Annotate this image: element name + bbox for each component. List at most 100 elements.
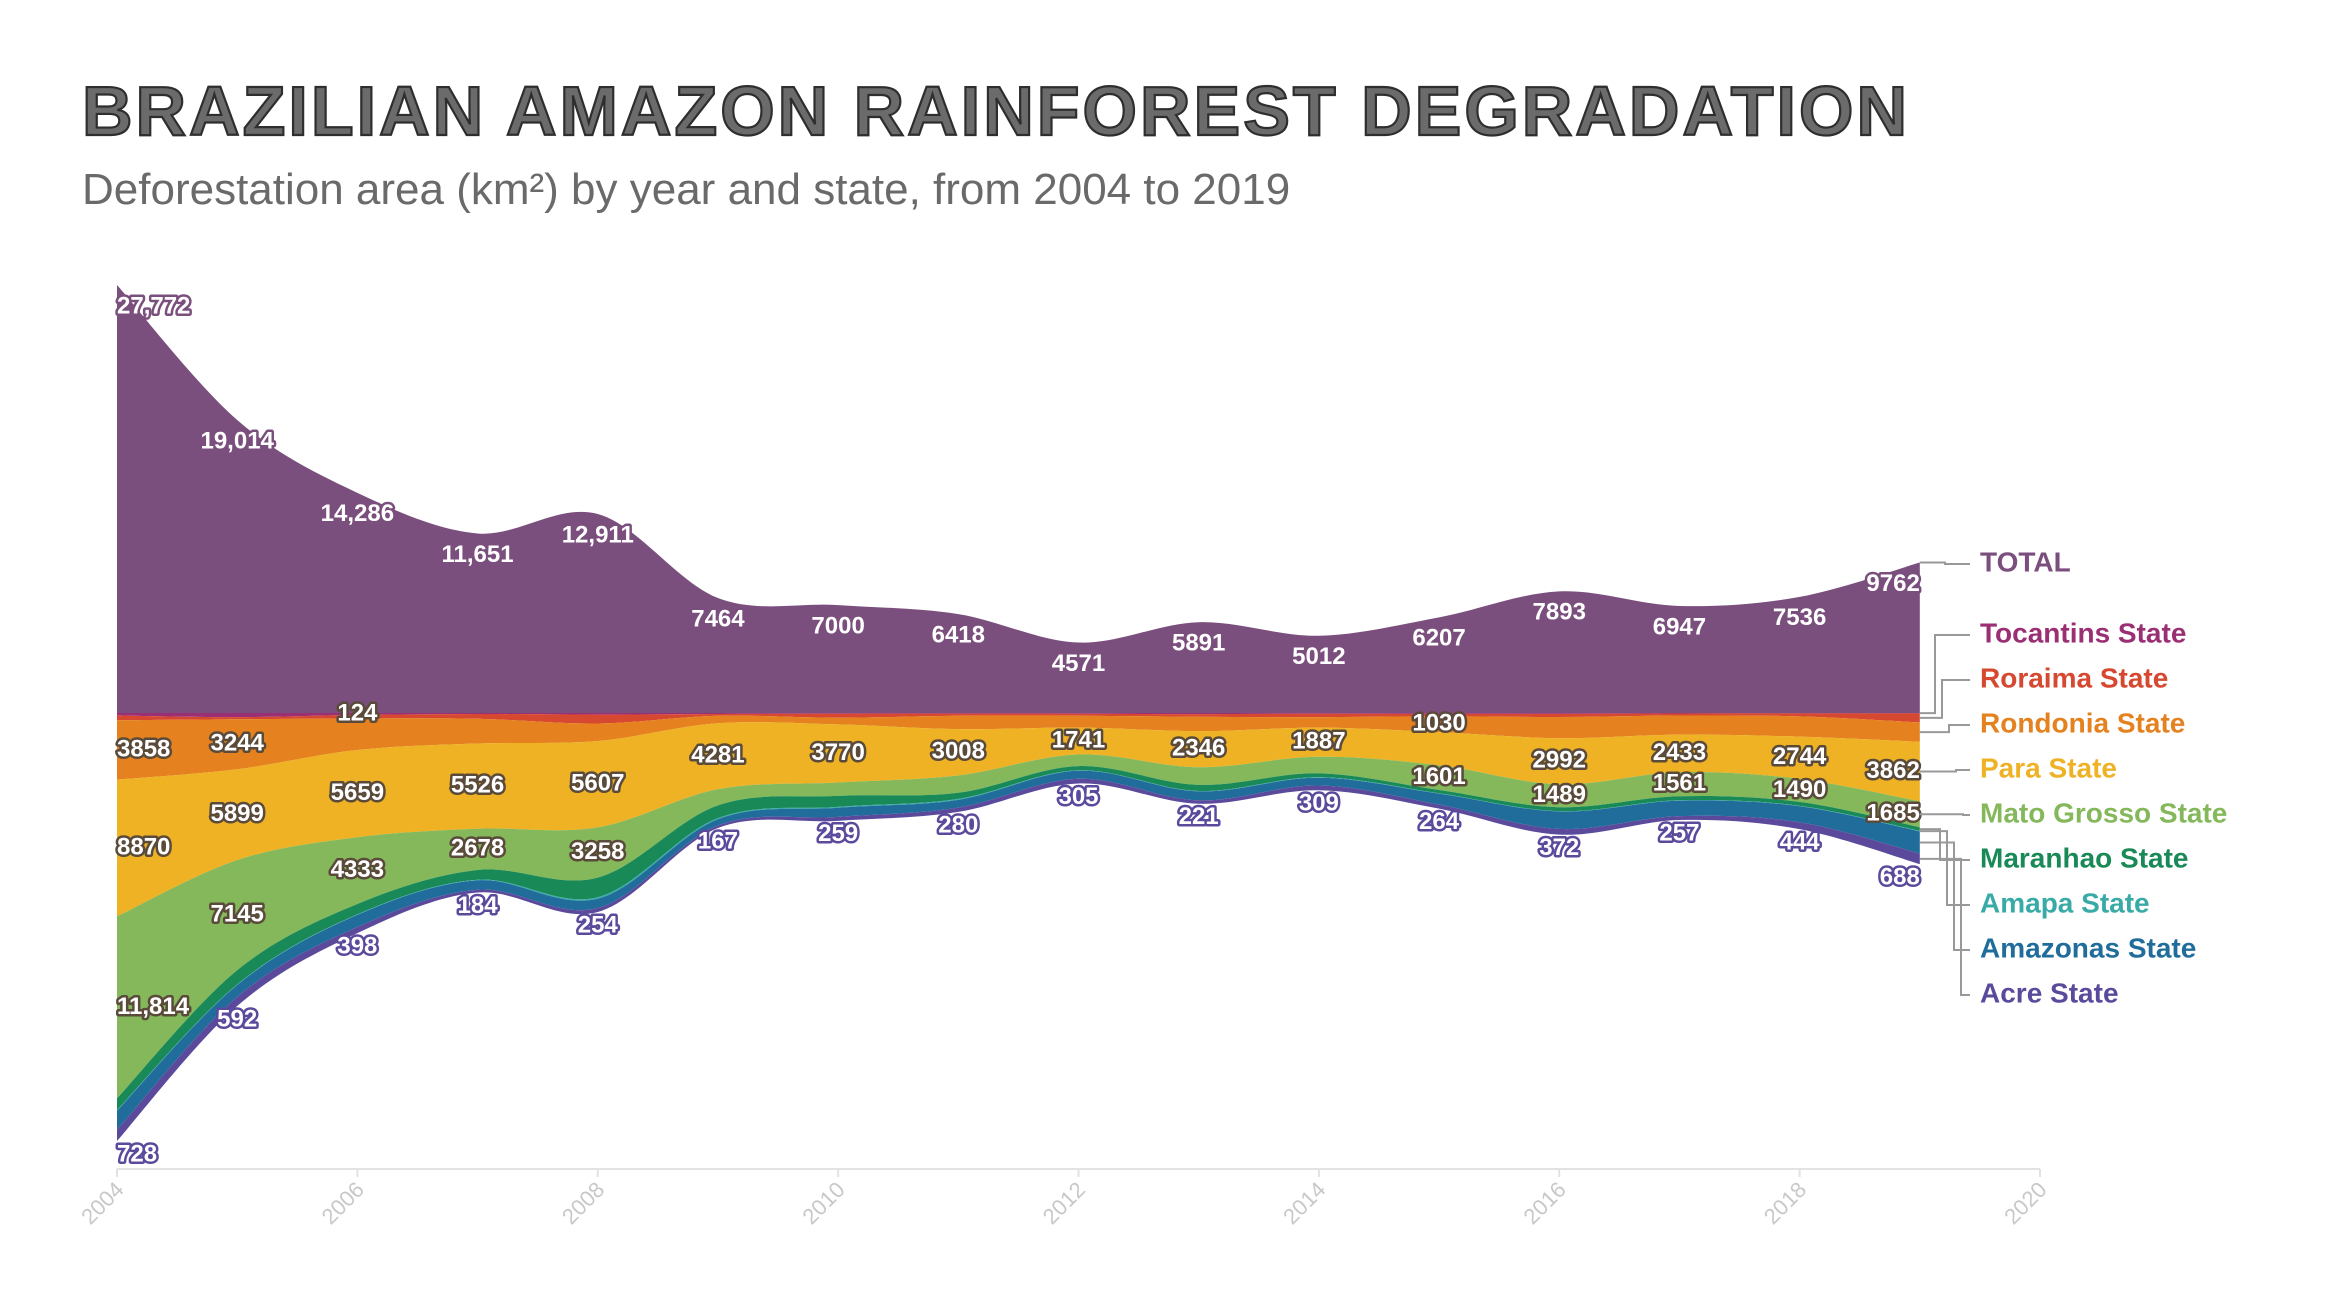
state-area bbox=[117, 766, 1920, 1111]
value-label: 2744 bbox=[1773, 743, 1827, 770]
value-label: 221 bbox=[1179, 803, 1219, 830]
state-area bbox=[117, 713, 1920, 718]
value-label: 12,911 bbox=[562, 521, 634, 548]
chart-title: BRAZILIAN AMAZON RAINFOREST DEGRADATION bbox=[82, 72, 1910, 150]
value-label: 7000 bbox=[811, 612, 864, 639]
value-label: 3858 bbox=[117, 735, 170, 762]
x-tick-label: 2018 bbox=[1759, 1177, 1811, 1229]
legend-label: Mato Grosso State bbox=[1980, 797, 2227, 828]
value-label: 2992 bbox=[1533, 747, 1586, 774]
value-labels: 27,772 19,014 14,286 11,651 12,911 7464 7000 64… bbox=[115, 290, 1923, 1170]
legend-label: TOTAL bbox=[1980, 546, 2071, 577]
legend-connector bbox=[1919, 830, 1970, 906]
value-label: 9762 bbox=[1866, 570, 1919, 597]
value-label: 3008 bbox=[932, 738, 985, 765]
value-label: 305 bbox=[1058, 783, 1098, 810]
streams bbox=[117, 285, 1920, 1141]
chart-subtitle: Deforestation area (km²) by year and sta… bbox=[82, 165, 1290, 214]
x-tick-label: 2004 bbox=[76, 1177, 128, 1229]
value-label: 5526 bbox=[451, 771, 504, 798]
legend-connector bbox=[1919, 724, 1970, 734]
legend-label: Roraima State bbox=[1980, 662, 2168, 693]
value-label: 124 bbox=[337, 699, 378, 726]
value-label: 5891 bbox=[1172, 630, 1225, 657]
value-label: 11,814 bbox=[117, 993, 190, 1020]
x-tick-label: 2014 bbox=[1278, 1177, 1330, 1229]
value-label: 7464 bbox=[691, 605, 745, 632]
x-tick-label: 2010 bbox=[797, 1177, 849, 1229]
value-label: 3258 bbox=[571, 838, 624, 865]
value-label: 592 bbox=[217, 1005, 257, 1032]
legend-label: Rondonia State bbox=[1980, 707, 2185, 738]
x-tick-label: 2020 bbox=[1999, 1177, 2051, 1229]
legend-connector bbox=[1919, 828, 1970, 861]
value-label: 1685 bbox=[1866, 800, 1919, 827]
total-area bbox=[117, 285, 1920, 713]
state-area bbox=[117, 754, 1920, 1099]
value-label: 254 bbox=[578, 911, 619, 938]
state-area bbox=[117, 770, 1920, 1130]
legend-connector bbox=[1919, 857, 1970, 996]
value-label: 1490 bbox=[1773, 776, 1826, 803]
value-label: 280 bbox=[938, 811, 978, 838]
value-label: 3862 bbox=[1866, 757, 1919, 784]
legend-connector bbox=[1919, 813, 1970, 816]
legend-label: Para State bbox=[1980, 752, 2117, 783]
legend-label: Acre State bbox=[1980, 977, 2119, 1008]
state-area bbox=[117, 715, 1920, 780]
state-area bbox=[117, 722, 1920, 917]
value-label: 11,651 bbox=[442, 541, 514, 568]
value-label: 1887 bbox=[1292, 728, 1345, 755]
legend-connector bbox=[1919, 634, 1970, 715]
value-label: 4333 bbox=[331, 856, 384, 883]
value-label: 5659 bbox=[331, 779, 384, 806]
value-label: 7893 bbox=[1533, 599, 1586, 626]
value-label: 2678 bbox=[451, 835, 504, 862]
value-label: 27,772 bbox=[117, 292, 190, 319]
value-label: 1601 bbox=[1412, 763, 1465, 790]
legend-label: Tocantins State bbox=[1980, 617, 2186, 648]
value-label: 1030 bbox=[1412, 710, 1465, 737]
value-label: 398 bbox=[337, 933, 377, 960]
value-label: 184 bbox=[458, 892, 499, 919]
value-label: 257 bbox=[1659, 819, 1699, 846]
value-label: 1489 bbox=[1533, 781, 1586, 808]
value-label: 3244 bbox=[210, 730, 264, 757]
value-label: 14,286 bbox=[321, 500, 394, 527]
value-label: 2433 bbox=[1653, 739, 1706, 766]
value-label: 728 bbox=[117, 1140, 157, 1167]
value-label: 167 bbox=[698, 827, 738, 854]
state-area bbox=[117, 713, 1920, 724]
legend-label: Amazonas State bbox=[1980, 932, 2196, 963]
legend-connector bbox=[1919, 769, 1970, 773]
x-tick-label: 2006 bbox=[317, 1177, 369, 1229]
value-label: 4281 bbox=[691, 742, 744, 769]
value-label: 372 bbox=[1539, 834, 1579, 861]
value-label: 444 bbox=[1780, 828, 1821, 855]
value-label: 19,014 bbox=[200, 427, 274, 454]
value-label: 7536 bbox=[1773, 604, 1826, 631]
value-label: 6418 bbox=[932, 621, 985, 648]
legend-connector bbox=[1919, 561, 1970, 565]
x-tick-label: 2008 bbox=[557, 1177, 609, 1229]
value-label: 5607 bbox=[571, 770, 624, 797]
value-label: 264 bbox=[1419, 808, 1460, 835]
legend-label: Maranhao State bbox=[1980, 842, 2189, 873]
value-label: 2346 bbox=[1172, 735, 1225, 762]
value-label: 1561 bbox=[1653, 770, 1706, 797]
legend-connector bbox=[1919, 679, 1970, 719]
value-label: 6207 bbox=[1412, 625, 1465, 652]
value-label: 688 bbox=[1880, 863, 1920, 890]
value-label: 8870 bbox=[117, 833, 170, 860]
value-label: 7145 bbox=[210, 901, 263, 928]
value-label: 3770 bbox=[811, 739, 864, 766]
x-tick-label: 2012 bbox=[1038, 1177, 1090, 1229]
x-tick-label: 2016 bbox=[1518, 1177, 1570, 1229]
value-label: 6947 bbox=[1653, 613, 1706, 640]
value-label: 1741 bbox=[1052, 726, 1105, 753]
value-label: 309 bbox=[1299, 790, 1339, 817]
value-label: 4571 bbox=[1052, 650, 1105, 677]
value-label: 5899 bbox=[210, 800, 263, 827]
